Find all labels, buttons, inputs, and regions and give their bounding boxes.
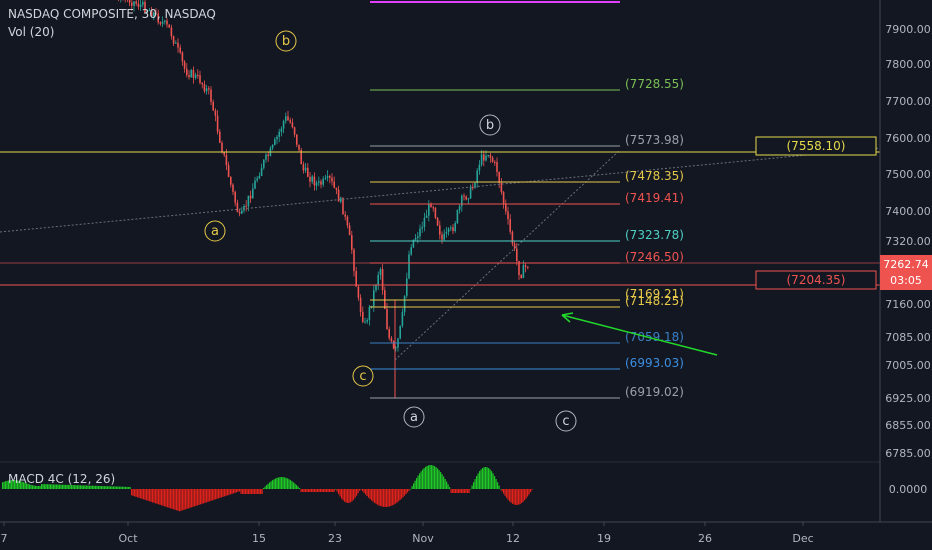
fib-level-label: (7059.18) bbox=[625, 330, 684, 344]
time-tick-label: Oct bbox=[118, 532, 138, 545]
price-tick-label: 7900.00 bbox=[885, 23, 931, 36]
price-tick-label: 7160.00 bbox=[885, 298, 931, 311]
fib-level-label: (6919.02) bbox=[625, 385, 684, 399]
wave-label-circle bbox=[352, 365, 374, 387]
wave-label-circle bbox=[555, 410, 577, 432]
wave-label-text: b bbox=[282, 34, 290, 49]
macd-histogram bbox=[2, 465, 533, 512]
trend-line-dotted-2[interactable] bbox=[394, 149, 621, 361]
fib-level-label: (7573.98) bbox=[625, 133, 684, 147]
price-tick-label: 7320.00 bbox=[885, 235, 931, 248]
fib-levels[interactable]: (7728.55) (7573.98) (7478.35) (7419.41) (732… bbox=[370, 77, 684, 399]
price-tick-label: 7600.00 bbox=[885, 132, 931, 145]
time-tick-label: 19 bbox=[597, 532, 611, 545]
hline-label-7558: (7558.10) bbox=[755, 136, 877, 156]
last-price-value: 7262.74 bbox=[883, 258, 929, 271]
price-tick-label: 7500.00 bbox=[885, 168, 931, 181]
wave-label-circle bbox=[403, 406, 425, 428]
bar-countdown: 03:05 bbox=[890, 274, 922, 287]
wave-label-text: c bbox=[562, 414, 569, 429]
fib-level-label: (7169.21) bbox=[625, 287, 684, 301]
macd-legend[interactable]: MACD 4C (12, 26) bbox=[8, 472, 116, 486]
fib-level-label: (7478.35) bbox=[625, 169, 684, 183]
arrow-line[interactable] bbox=[561, 314, 718, 356]
time-tick-label: 15 bbox=[252, 532, 266, 545]
price-tick-label: 7085.00 bbox=[885, 331, 931, 344]
time-axis[interactable]: 7 Oct 15 23 Nov 12 19 26 Dec bbox=[1, 522, 814, 545]
wave-label-text: c bbox=[359, 369, 366, 384]
fib-level-label: (7323.78) bbox=[625, 228, 684, 242]
wave-label-text: b bbox=[486, 118, 494, 133]
price-tick-label: 7800.00 bbox=[885, 58, 931, 71]
time-tick-label: 7 bbox=[1, 532, 8, 545]
trend-line-dotted[interactable] bbox=[0, 147, 881, 233]
wave-labels: b a c b a c bbox=[204, 30, 577, 432]
fib-level-label: (7419.41) bbox=[625, 191, 684, 205]
hline-label-7204: (7204.35) bbox=[755, 270, 877, 290]
fib-level-label: (7246.50) bbox=[625, 250, 684, 264]
volume-legend[interactable]: Vol (20) bbox=[8, 25, 55, 39]
macd-zero-label: 0.0000 bbox=[889, 483, 928, 496]
fib-level-label: (6993.03) bbox=[625, 356, 684, 370]
wave-label-text: a bbox=[211, 224, 219, 239]
last-price-badge: 7262.74 03:05 bbox=[880, 255, 932, 290]
fib-level-label: (7728.55) bbox=[625, 77, 684, 91]
price-candles bbox=[118, 0, 529, 398]
price-tick-label: 7700.00 bbox=[885, 95, 931, 108]
price-tick-label: 6785.00 bbox=[885, 447, 931, 460]
price-tick-label: 6855.00 bbox=[885, 419, 931, 432]
arrow-head bbox=[561, 312, 574, 323]
hline-label-7558-text: (7558.10) bbox=[787, 139, 846, 153]
wave-label-text: a bbox=[410, 410, 418, 425]
fib-level-label: (7148.25) bbox=[625, 294, 684, 308]
time-tick-label: 23 bbox=[328, 532, 342, 545]
wave-label-circle bbox=[275, 30, 297, 52]
time-tick-label: 12 bbox=[506, 532, 520, 545]
time-tick-label: 26 bbox=[698, 532, 712, 545]
price-tick-label: 6925.00 bbox=[885, 392, 931, 405]
time-tick-label: Dec bbox=[792, 532, 813, 545]
symbol-title[interactable]: NASDAQ COMPOSITE, 30, NASDAQ bbox=[8, 7, 216, 21]
price-tick-label: 7005.00 bbox=[885, 359, 931, 372]
wave-label-circle bbox=[204, 220, 226, 242]
time-tick-label: Nov bbox=[412, 532, 434, 545]
price-tick-label: 7400.00 bbox=[885, 205, 931, 218]
hline-label-7204-text: (7204.35) bbox=[787, 273, 846, 287]
wave-label-circle bbox=[479, 114, 501, 136]
